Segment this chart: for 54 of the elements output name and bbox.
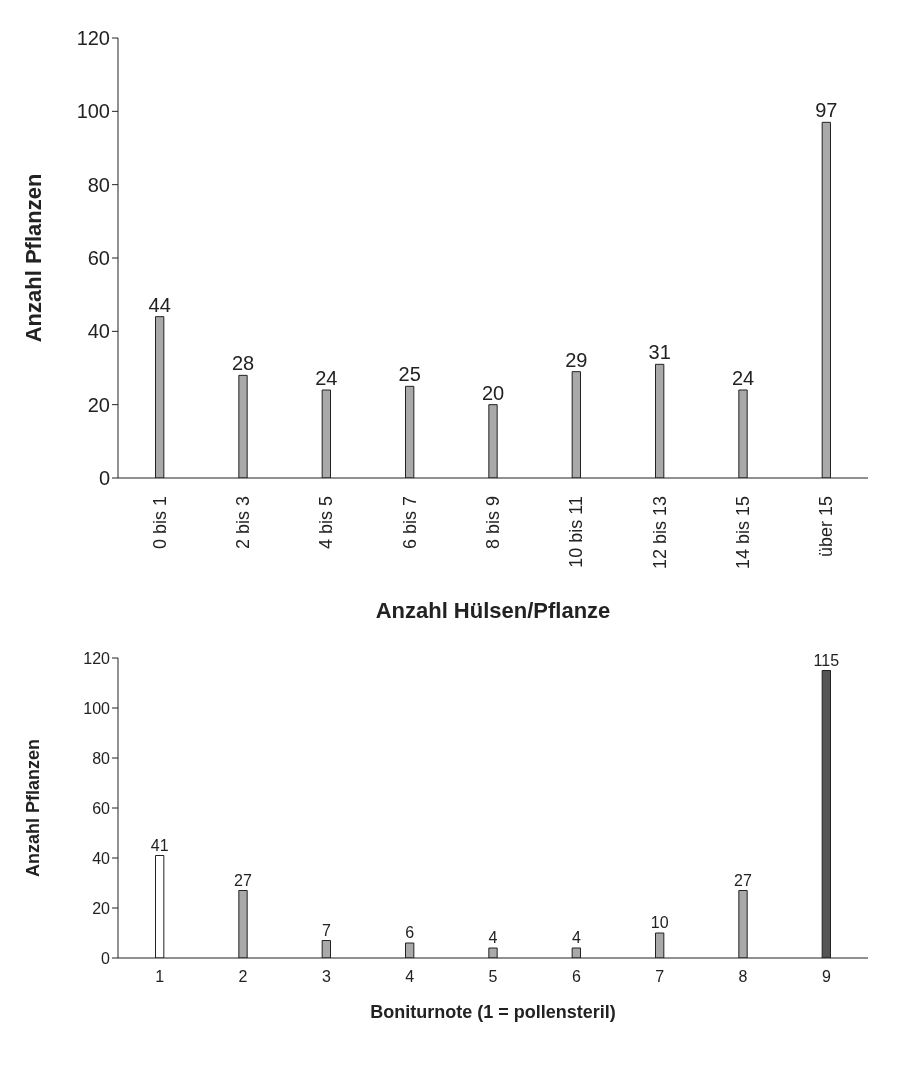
data-label: 27 bbox=[734, 871, 752, 889]
x-tick-label: 7 bbox=[655, 968, 665, 985]
y-tick-label: 120 bbox=[83, 649, 111, 667]
x-tick-label: 3 bbox=[321, 968, 331, 985]
data-label: 44 bbox=[148, 293, 171, 316]
x-tick-label: über 15 bbox=[816, 496, 837, 558]
x-axis-title: Anzahl Hülsen/Pflanze bbox=[375, 598, 611, 623]
data-label: 31 bbox=[648, 341, 671, 364]
y-axis-title: Anzahl Pflanzen bbox=[23, 738, 44, 878]
y-tick-label: 20 bbox=[87, 393, 110, 416]
y-tick-label: 80 bbox=[92, 749, 111, 767]
data-label: 4 bbox=[571, 929, 581, 946]
x-tick-label: 6 bbox=[571, 968, 581, 985]
x-tick-label: 8 bis 9 bbox=[483, 496, 503, 550]
data-label: 10 bbox=[650, 914, 669, 931]
y-tick-label: 80 bbox=[87, 173, 110, 196]
data-label: 115 bbox=[813, 651, 840, 669]
y-tick-label: 120 bbox=[76, 27, 110, 50]
y-axis-title: Anzahl Pflanzen bbox=[20, 173, 46, 343]
x-tick-label: 2 bis 3 bbox=[233, 496, 253, 550]
y-tick-label: 40 bbox=[92, 849, 111, 867]
data-label: 20 bbox=[481, 381, 505, 404]
y-tick-label: 60 bbox=[92, 799, 111, 817]
data-label: 24 bbox=[315, 367, 338, 389]
data-label: 41 bbox=[150, 836, 169, 854]
y-tick-label: 100 bbox=[83, 699, 111, 717]
x-tick-label: 0 bis 1 bbox=[149, 496, 170, 550]
data-label: 7 bbox=[321, 921, 331, 939]
y-tick-label: 0 bbox=[98, 467, 110, 490]
y-tick-label: 0 bbox=[101, 949, 111, 967]
data-label: 28 bbox=[231, 352, 255, 375]
y-tick-label: 20 bbox=[92, 899, 111, 917]
x-tick-label: 12 bis 13 bbox=[649, 496, 670, 570]
x-tick-label: 5 bbox=[488, 968, 498, 985]
data-label: 6 bbox=[405, 924, 415, 941]
x-tick-label: 4 bis 5 bbox=[316, 496, 337, 550]
y-tick-label: 100 bbox=[76, 100, 110, 123]
x-tick-label: 4 bbox=[405, 968, 415, 985]
data-label: 27 bbox=[234, 871, 252, 889]
data-label: 4 bbox=[488, 929, 498, 946]
y-tick-label: 40 bbox=[87, 320, 110, 343]
x-tick-label: 1 bbox=[155, 968, 165, 985]
x-tick-label: 14 bis 15 bbox=[733, 496, 753, 570]
x-tick-label: 9 bbox=[821, 968, 831, 985]
y-tick-label: 60 bbox=[87, 247, 110, 270]
data-label: 25 bbox=[398, 363, 421, 386]
x-tick-label: 6 bis 7 bbox=[399, 496, 420, 550]
x-tick-label: 2 bbox=[238, 968, 248, 985]
data-label: 29 bbox=[565, 348, 588, 371]
x-axis-title: Boniturnote (1 = pollensteril) bbox=[370, 1002, 616, 1022]
x-tick-label: 8 bbox=[738, 968, 748, 985]
data-label: 24 bbox=[731, 367, 755, 389]
x-tick-label: 10 bis 11 bbox=[566, 496, 587, 568]
data-label: 97 bbox=[815, 99, 838, 122]
